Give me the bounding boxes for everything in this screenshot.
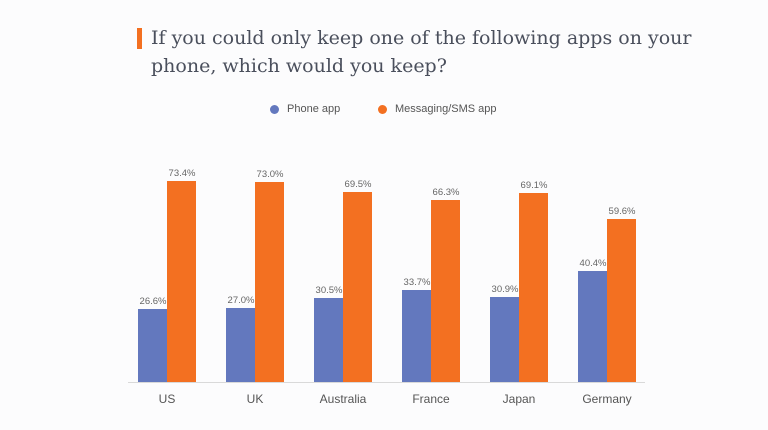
chart-title: If you could only keep one of the follow…	[151, 27, 692, 77]
bar-us-phone	[138, 309, 167, 382]
data-label: 69.1%	[520, 179, 548, 191]
x-tick-label: UK	[246, 392, 264, 406]
legend-dot-icon	[270, 104, 279, 114]
x-axis-line	[128, 382, 645, 383]
legend: Phone app Messaging/SMS app	[0, 103, 768, 119]
data-label: 40.4%	[579, 258, 607, 270]
bar-france-messaging	[431, 200, 460, 382]
bar-australia-messaging	[343, 191, 372, 382]
bar-uk-phone	[226, 308, 255, 382]
bar-us-messaging	[167, 180, 196, 382]
data-label: 59.6%	[608, 205, 636, 217]
legend-label: Phone app	[287, 103, 341, 115]
x-tick-label: US	[158, 392, 176, 406]
legend-label: Messaging/SMS app	[395, 103, 497, 115]
x-tick-label: Japan	[502, 392, 536, 406]
bar-japan-messaging	[519, 192, 548, 382]
title-accent-bar	[137, 28, 142, 49]
legend-item-messaging-app: Messaging/SMS app	[378, 103, 497, 115]
data-label: 33.7%	[403, 276, 431, 288]
x-tick-label: Australia	[319, 392, 367, 406]
plot-area: 26.6% 73.4% 27.0% 73.0% 30.5% 69.5% 33.7% 66.3%…	[128, 140, 645, 382]
data-label: 30.5%	[315, 285, 343, 297]
bar-germany-phone	[578, 271, 607, 382]
data-label: 26.6%	[139, 296, 167, 308]
data-label: 73.0%	[256, 168, 284, 180]
data-label: 30.9%	[491, 284, 519, 296]
legend-dot-icon	[378, 104, 387, 114]
bar-france-phone	[402, 289, 431, 382]
bar-japan-phone	[490, 297, 519, 382]
x-tick-label: France	[412, 392, 450, 406]
x-tick-label: Germany	[582, 392, 632, 406]
legend-item-phone-app: Phone app	[270, 103, 340, 115]
data-label: 27.0%	[227, 295, 255, 307]
data-label: 69.5%	[344, 178, 372, 190]
data-label: 73.4%	[168, 167, 196, 179]
bar-australia-phone	[314, 298, 343, 382]
bar-uk-messaging	[255, 181, 284, 382]
data-label: 66.3%	[432, 187, 460, 199]
bar-germany-messaging	[607, 218, 636, 382]
